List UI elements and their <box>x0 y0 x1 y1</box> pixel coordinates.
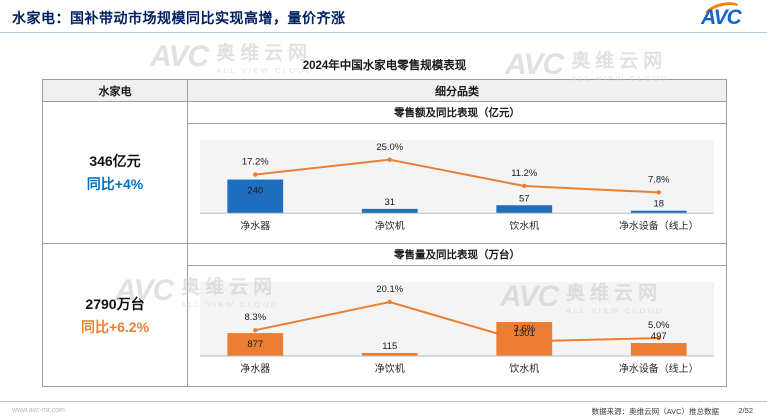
yoy-percent-label: 3.6% <box>513 323 535 334</box>
bar <box>361 208 418 214</box>
bar-value-label: 57 <box>519 193 530 204</box>
retail-volume-total: 2790万台 <box>85 295 145 312</box>
yoy-percent-label: 8.3% <box>244 312 266 323</box>
footer-divider <box>0 401 767 402</box>
yoy-marker <box>522 339 527 344</box>
yoy-percent-label: 20.1% <box>376 284 403 295</box>
yoy-percent-label: 11.2% <box>511 168 538 179</box>
category-label: 净饮机 <box>375 362 405 375</box>
subheader-retail-volume: 零售量及同比表现（万台） <box>188 244 726 266</box>
yoy-percent-label: 5.0% <box>648 320 670 331</box>
combo-chart-svg: 877 115 1301 497 8.3% 20.1% 3.6% 5.0% 净水器 净饮机 饮水机 净… <box>199 282 715 375</box>
yoy-percent-label: 7.8% <box>648 175 670 186</box>
category-label: 饮水机 <box>509 362 539 375</box>
bar-value-label: 31 <box>384 197 395 208</box>
yoy-percent-label: 25.0% <box>376 142 403 153</box>
category-label: 饮水机 <box>509 219 539 232</box>
bar <box>630 210 687 214</box>
bar-value-label: 18 <box>653 199 664 210</box>
page-title: 水家电：国补带动市场规模同比实现高增，量价齐涨 <box>12 10 346 26</box>
category-label: 净水器 <box>240 219 270 232</box>
avc-logo: AVC <box>693 0 751 32</box>
bar <box>227 333 284 356</box>
category-label: 净水设备（线上） <box>619 362 699 375</box>
bar-value-label: 877 <box>247 339 263 350</box>
bar <box>496 322 553 356</box>
plot-area <box>199 139 715 214</box>
yoy-marker <box>387 299 392 305</box>
table-title: 2024年中国水家电零售规模表现 <box>302 60 467 72</box>
footer-site-url: www.avc-mr.com <box>12 407 65 414</box>
bar <box>227 179 284 214</box>
bar-value-label: 115 <box>382 341 397 352</box>
retail-volume-yoy: 同比+6.2% <box>80 318 150 335</box>
chart-retail-volume: 877 115 1301 497 8.3% 20.1% 3.6% 5.0% 净水器 净饮机 饮水机 净… <box>188 266 726 386</box>
retail-table: 水家电 细分品类 346亿元 同比+4% 零售额及同比表现（亿元） 240 31 5… <box>42 79 727 387</box>
retail-value-total: 346亿元 <box>89 153 141 169</box>
yoy-marker <box>522 183 527 189</box>
yoy-marker <box>656 335 661 341</box>
retail-value-summary: 346亿元 同比+4% <box>43 102 188 244</box>
yoy-percent-label: 17.2% <box>242 157 269 168</box>
yoy-marker <box>253 172 258 177</box>
plot-area <box>199 282 715 356</box>
yoy-line <box>255 158 659 194</box>
bar <box>496 205 553 214</box>
footer-page-number: 2/52 <box>738 406 753 415</box>
retail-value-yoy: 同比+4% <box>86 176 144 192</box>
logo-text: AVC <box>701 6 742 29</box>
category-label: 净饮机 <box>375 219 405 232</box>
bar <box>630 343 687 356</box>
bar <box>361 352 418 356</box>
col-header-product: 水家电 <box>43 80 188 102</box>
yoy-marker <box>656 190 661 195</box>
bar-value-label: 1301 <box>514 328 535 339</box>
yoy-line <box>255 300 659 343</box>
bar-value-label: 240 <box>247 185 263 196</box>
header-divider <box>0 32 767 33</box>
chart-retail-value: 240 31 57 18 17.2% 25.0% 11.2% 7.8% 净水器 净饮机 饮水机 净水设… <box>188 124 726 244</box>
category-label: 净水器 <box>240 362 270 375</box>
subheader-retail-value: 零售额及同比表现（亿元） <box>188 102 726 124</box>
retail-volume-summary: 2790万台 同比+6.2% <box>43 244 188 386</box>
category-label: 净水设备（线上） <box>619 219 699 232</box>
yoy-marker <box>387 157 392 162</box>
footer-data-source: 数据来源：奥维云网（AVC）推总数据 <box>591 407 719 416</box>
bar-value-label: 497 <box>651 331 667 342</box>
yoy-marker <box>253 328 258 333</box>
combo-chart-svg: 240 31 57 18 17.2% 25.0% 11.2% 7.8% 净水器 净饮机 饮水机 净水设… <box>199 139 715 232</box>
col-header-subcategory: 细分品类 <box>188 80 726 102</box>
